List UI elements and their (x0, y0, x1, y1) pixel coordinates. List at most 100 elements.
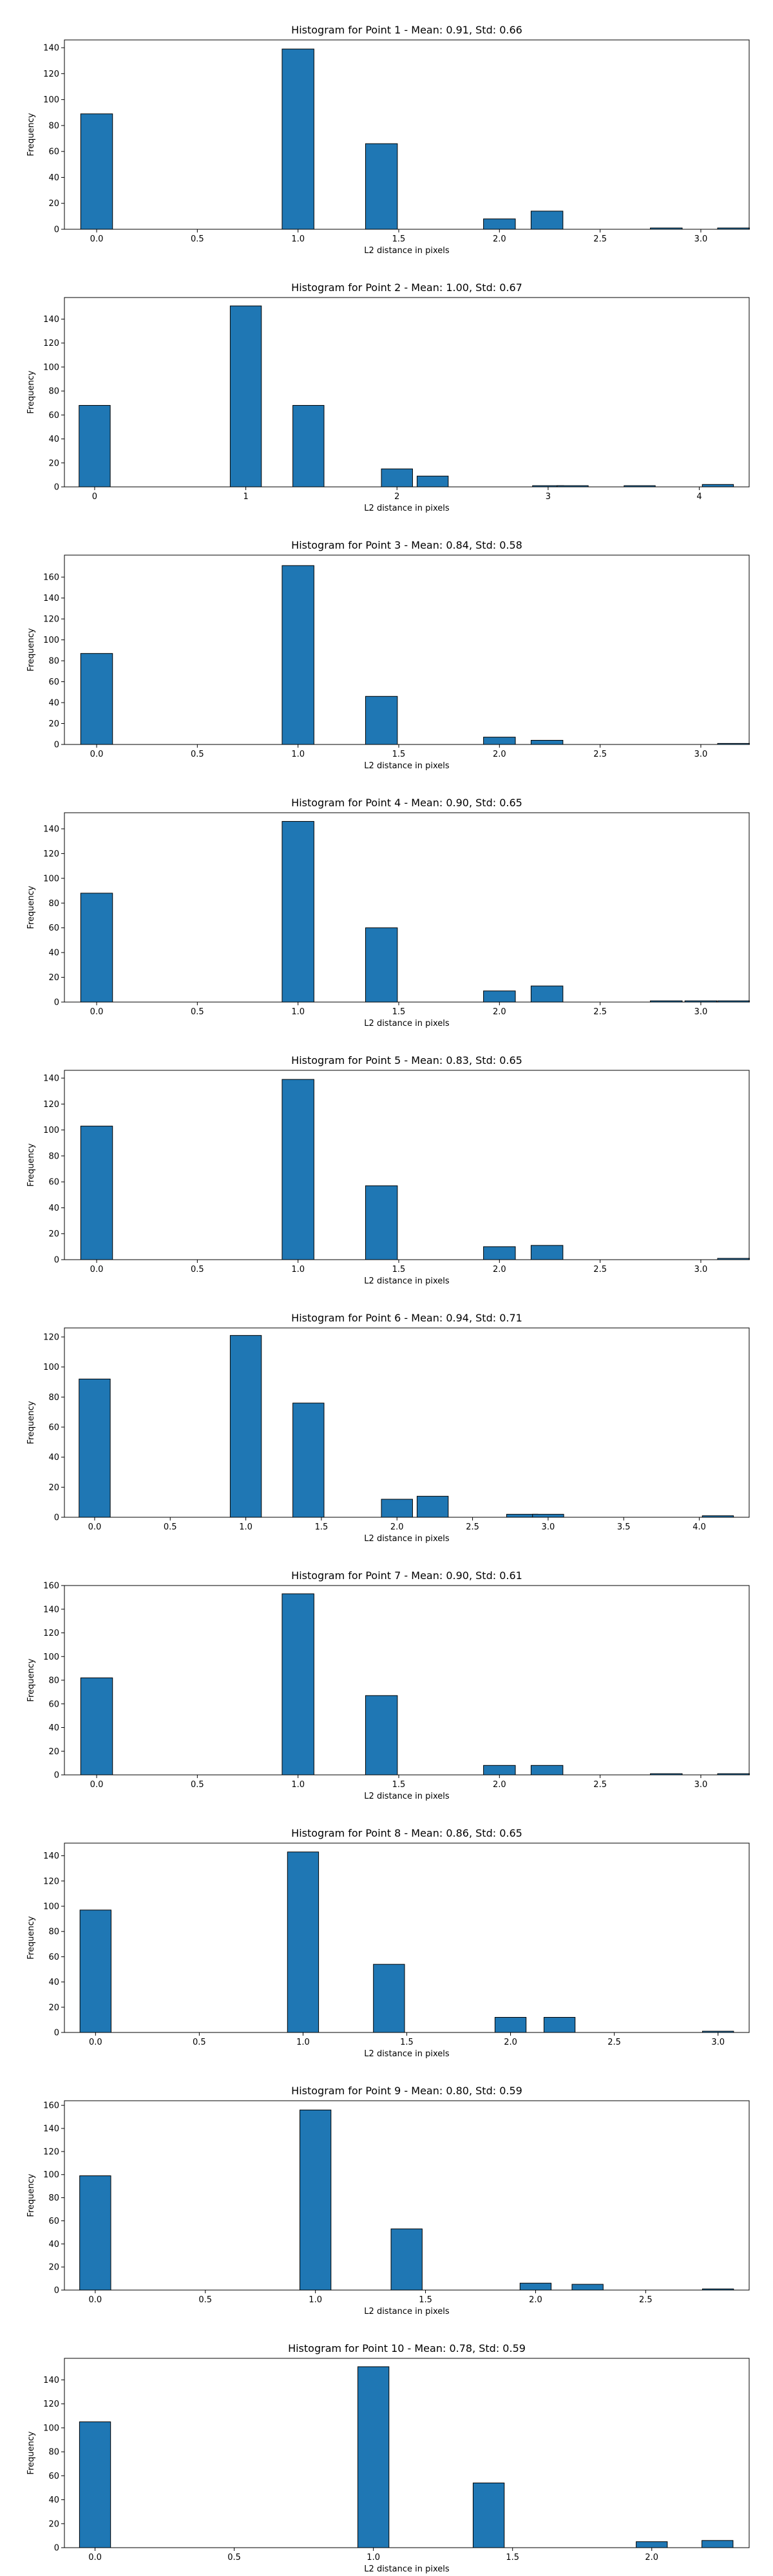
y-tick-label: 40 (48, 1723, 59, 1733)
y-tick-label: 40 (48, 173, 59, 183)
x-tick-label: 2.0 (504, 2038, 517, 2047)
axes-frame (64, 1070, 750, 1260)
histogram-bar (701, 484, 734, 488)
histogram-chart-9: Histogram for Point 9 - Mean: 0.80, Std:… (26, 2085, 750, 2316)
x-tick-label: 2.0 (493, 750, 506, 759)
y-tick-label: 0 (54, 1513, 59, 1523)
y-tick-label: 60 (48, 677, 59, 687)
x-tick-label: 2.0 (493, 1007, 506, 1017)
y-tick-label: 80 (48, 2448, 59, 2458)
x-tick-label: 1.5 (392, 234, 406, 244)
x-tick-label: 3.0 (694, 750, 708, 759)
bar-group (80, 565, 750, 745)
x-tick-label: 1.5 (392, 1265, 406, 1274)
y-tick-label: 80 (48, 387, 59, 397)
x-tick-label: 4 (696, 492, 701, 502)
histogram-bar (282, 1593, 314, 1776)
y-tick-label: 80 (48, 899, 59, 909)
x-tick-label: 0.0 (90, 750, 104, 759)
bar-group (79, 2109, 734, 2291)
histogram-bar (79, 1909, 111, 2033)
histogram-bar (365, 143, 398, 230)
y-tick-label: 120 (43, 2400, 59, 2409)
x-tick-label: 4.0 (692, 1522, 706, 1532)
y-tick-label: 140 (43, 315, 59, 325)
y-tick-label: 60 (48, 1700, 59, 1709)
histogram-bar (282, 48, 314, 230)
x-tick-label: 2.0 (493, 1780, 506, 1790)
histogram-bar (79, 2421, 111, 2548)
x-tick-label: 1.5 (392, 1007, 406, 1017)
y-tick-label: 40 (48, 949, 59, 958)
histogram-bar (299, 2109, 332, 2291)
histogram-bar (390, 2228, 423, 2291)
y-tick-label: 0 (54, 483, 59, 493)
x-tick-label: 0.5 (191, 1007, 204, 1017)
x-tick-label: 2.5 (607, 2038, 621, 2047)
y-tick-label: 40 (48, 699, 59, 708)
axes-frame (64, 1585, 750, 1776)
chart-title: Histogram for Point 3 - Mean: 0.84, Std:… (291, 539, 522, 551)
y-axis-label: Frequency (26, 1916, 36, 1959)
histogram-bar (519, 2282, 552, 2291)
histogram-bar (79, 404, 111, 488)
y-tick-label: 20 (48, 199, 59, 209)
x-tick-label: 0.0 (90, 1007, 104, 1017)
y-tick-label: 80 (48, 121, 59, 131)
y-tick-label: 100 (43, 363, 59, 372)
chart-title: Histogram for Point 4 - Mean: 0.90, Std:… (291, 797, 522, 809)
y-tick-label: 20 (48, 1747, 59, 1757)
histogram-bar (80, 1677, 113, 1776)
histogram-bar (571, 2284, 604, 2291)
histogram-bar (292, 1403, 325, 1518)
histogram-bar (282, 820, 314, 1003)
y-tick-label: 80 (48, 657, 59, 667)
x-tick-label: 0.0 (89, 2295, 102, 2305)
y-tick-label: 120 (43, 2147, 59, 2157)
histogram-chart-3: Histogram for Point 3 - Mean: 0.84, Std:… (26, 539, 750, 771)
y-tick-label: 40 (48, 1978, 59, 1987)
y-tick-label: 100 (43, 874, 59, 884)
x-tick-label: 1.5 (392, 1780, 406, 1790)
y-tick-label: 120 (43, 849, 59, 859)
y-tick-label: 160 (43, 573, 59, 583)
x-tick-label: 3.0 (542, 1522, 555, 1532)
histogram-bar (701, 2540, 734, 2548)
x-tick-label: 0.0 (90, 1265, 104, 1274)
histogram-bar (483, 990, 516, 1003)
x-tick-label: 2.5 (593, 1780, 607, 1790)
chart-title: Histogram for Point 1 - Mean: 0.91, Std:… (291, 24, 522, 36)
histogram-bar (530, 985, 564, 1003)
y-tick-label: 140 (43, 594, 59, 603)
axes-frame (64, 2100, 750, 2291)
bar-group (79, 1852, 734, 2033)
x-tick-label: 1.0 (239, 1522, 253, 1532)
y-tick-label: 100 (43, 636, 59, 645)
x-tick-label: 2 (394, 492, 399, 502)
y-tick-label: 100 (43, 2423, 59, 2433)
y-tick-label: 140 (43, 824, 59, 834)
y-tick-label: 80 (48, 2193, 59, 2203)
y-tick-label: 0 (54, 2544, 59, 2553)
x-tick-label: 3 (546, 492, 551, 502)
y-axis-label: Frequency (26, 1401, 36, 1444)
y-axis-label: Frequency (26, 628, 36, 671)
histogram-chart-7: Histogram for Point 7 - Mean: 0.90, Std:… (26, 1569, 750, 1801)
y-axis-label: Frequency (26, 1143, 36, 1186)
y-tick-label: 140 (43, 1852, 59, 1861)
axes-frame (64, 554, 750, 745)
x-tick-label: 1.5 (419, 2295, 432, 2305)
y-tick-label: 80 (48, 1927, 59, 1937)
histogram-bar (229, 305, 262, 488)
x-tick-label: 2.0 (493, 1265, 506, 1274)
histogram-bar (530, 740, 564, 745)
y-tick-label: 80 (48, 1676, 59, 1686)
histogram-bar (472, 2483, 505, 2548)
histogram-chart-4: Histogram for Point 4 - Mean: 0.90, Std:… (26, 797, 750, 1028)
x-tick-label: 2.5 (466, 1522, 479, 1532)
axes-frame (64, 297, 750, 488)
y-tick-label: 100 (43, 1653, 59, 1662)
histogram-bar (79, 2175, 111, 2291)
histogram-chart-5: Histogram for Point 5 - Mean: 0.83, Std:… (26, 1054, 750, 1286)
